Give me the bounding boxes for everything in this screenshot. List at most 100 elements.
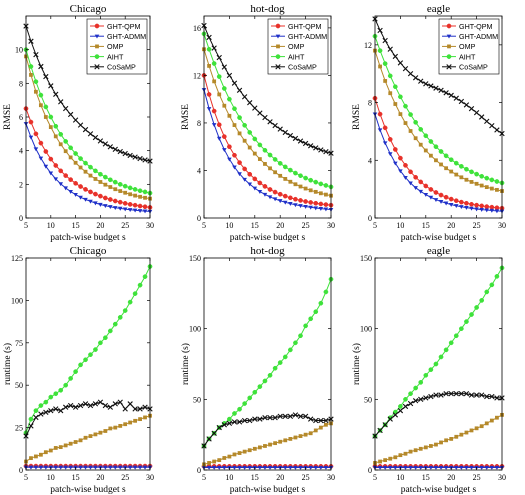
data-point-ght-qpm [33,131,39,137]
data-point-cosamp [387,46,393,52]
data-point-ght-admm [262,465,268,470]
data-point-cosamp [377,427,383,434]
data-point-cosamp [377,27,383,34]
data-point-ght-admm [262,192,268,197]
x-tick-label: 25 [473,221,481,230]
data-point-aiht [443,153,449,159]
data-point-omp [232,452,237,457]
data-point-cosamp [443,390,449,397]
data-point-cosamp [448,390,454,397]
data-point-cosamp [142,157,148,163]
data-point-ght-qpm [232,152,237,158]
data-point-cosamp [28,423,34,429]
data-point-ght-qpm [28,119,34,125]
data-point-aiht [117,181,123,187]
data-point-cosamp [92,401,99,407]
data-point-omp [73,160,78,165]
data-point-ght-admm [117,465,123,470]
data-point-ght-admm [438,465,444,470]
chart-title: hot-dog [250,245,285,257]
data-point-ght-admm [222,148,227,152]
data-point-omp [38,103,43,108]
data-point-omp [217,458,222,463]
y-tick-label: 100 [360,325,372,334]
data-point-ght-qpm [267,187,273,192]
data-point-cosamp [418,78,424,84]
data-point-ght-admm [489,465,495,470]
data-point-aiht [277,160,283,166]
data-point-ght-admm [298,204,303,209]
data-point-cosamp [72,117,79,123]
data-point-aiht [78,362,83,368]
chart-panel-4: hot-dog 5 10 15 20 25 30 0 50 100 150 patch-wise bu… [180,245,335,495]
data-point-ght-admm [237,465,242,470]
legend-entry: GHT-ADMM [288,32,327,41]
data-point-ght-qpm [206,92,212,97]
data-point-aiht [252,389,258,395]
data-point-omp [48,448,53,453]
data-point-ght-admm [28,135,34,140]
data-point-omp [444,438,449,443]
chart-panel-0: Chicago 5 10 15 20 25 30 0 2 4 6 8 10 patch-wise budg… [3,3,154,243]
legend-entry: OMP [459,42,476,51]
data-point-cosamp [463,102,470,108]
data-point-omp [378,64,382,69]
data-point-ght-admm [484,208,490,213]
data-point-omp [222,103,227,108]
data-point-omp [252,446,257,451]
data-point-cosamp [58,99,64,105]
data-point-cosamp [484,393,490,400]
data-point-aiht [68,145,73,151]
chart-title: eagle [427,245,450,257]
data-point-ght-qpm [112,198,118,204]
y-tick-label: 150 [189,254,201,263]
data-point-cosamp [423,81,429,87]
data-point-cosamp [458,390,465,397]
y-tick-label: 12 [193,71,201,80]
data-point-cosamp [127,401,133,407]
legend-marker [94,54,100,59]
y-tick-label: 4 [197,166,201,175]
data-point-ght-admm [267,465,273,470]
data-point-omp [68,441,73,446]
data-point-cosamp [443,90,449,96]
legend-entry: GHT-ADMM [459,32,498,41]
data-point-ght-admm [98,202,103,207]
data-point-cosamp [107,404,114,410]
x-tick-label: 15 [251,221,259,230]
data-point-cosamp [33,414,39,421]
data-point-ght-admm [88,199,93,204]
data-point-cosamp [433,392,439,398]
data-point-ght-qpm [73,180,78,186]
data-point-cosamp [313,417,319,424]
y-tick-label: 8 [19,79,23,88]
data-point-ght-admm [293,203,298,208]
data-point-aiht [28,64,34,69]
data-point-ght-qpm [413,174,418,180]
legend-entry: CoSaMP [107,63,136,72]
data-point-omp [293,182,298,187]
x-tick-label: 20 [447,221,455,230]
y-tick-label: 100 [189,325,201,334]
data-point-cosamp [318,417,324,424]
series-line-cosamp [374,393,502,437]
y-tick-label: 10 [15,46,23,55]
data-point-aiht [318,181,324,187]
data-point-omp [408,129,413,133]
data-point-ght-qpm [221,134,227,139]
data-point-omp [449,169,454,174]
data-point-ght-admm [142,465,148,470]
data-point-ght-admm [459,205,464,210]
data-point-aiht [443,347,449,353]
data-point-omp [464,430,469,435]
data-point-omp [113,187,118,192]
data-point-aiht [453,333,459,339]
y-tick-label: 0 [19,214,23,223]
x-tick-label: 15 [72,221,80,230]
data-point-omp [88,173,93,178]
data-point-cosamp [236,87,243,93]
data-point-ght-admm [453,465,459,470]
data-point-omp [143,415,147,420]
data-point-aiht [469,169,474,175]
